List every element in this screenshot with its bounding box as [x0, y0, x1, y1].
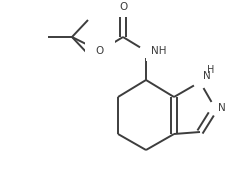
Text: O: O	[96, 46, 104, 56]
Text: N: N	[203, 71, 211, 81]
Text: H: H	[207, 65, 215, 75]
Text: NH: NH	[151, 46, 167, 56]
Text: N: N	[218, 103, 226, 113]
Text: O: O	[119, 2, 127, 12]
